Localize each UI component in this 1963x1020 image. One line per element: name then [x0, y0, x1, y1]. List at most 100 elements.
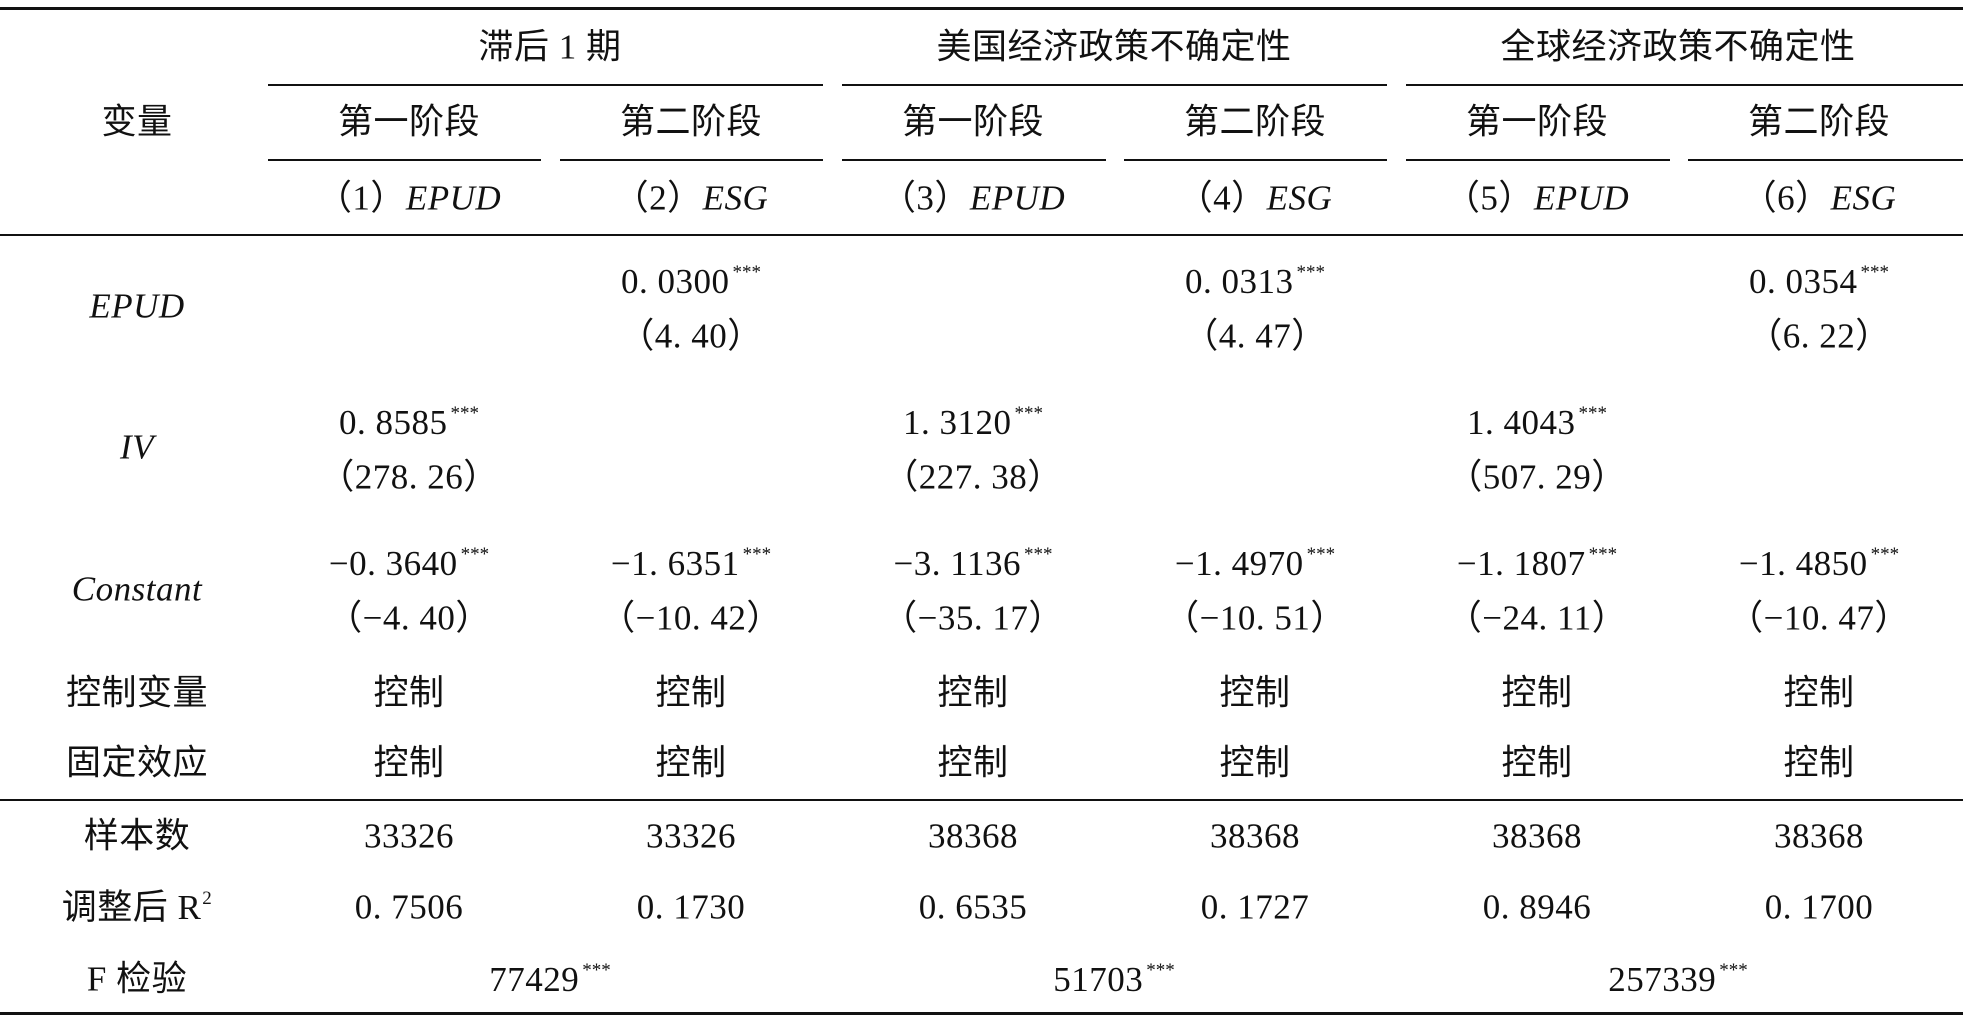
- stage-label: 第二阶段: [1183, 102, 1327, 142]
- significance-stars: ***: [742, 544, 772, 565]
- top-rule: [0, 7, 1963, 10]
- f-statistic: 51703 ***: [1053, 961, 1175, 997]
- row-label-controls: 控制变量: [65, 673, 209, 713]
- row-label-epud: EPUD: [89, 286, 185, 326]
- coef-value: 0. 8585: [339, 403, 448, 442]
- table-cell: 控制: [655, 673, 727, 713]
- t-statistic: （−35. 17）: [882, 598, 1064, 638]
- stage-label: 第一阶段: [1465, 102, 1609, 142]
- table-cell: 33326: [646, 816, 736, 856]
- stage-rule-4: [1124, 159, 1387, 161]
- column-number: （2）: [613, 178, 703, 218]
- row-label-adj-r2: 调整后 R2: [62, 889, 213, 925]
- significance-stars: ***: [460, 544, 490, 565]
- row-label-fixed-effects: 固定效应: [65, 743, 209, 783]
- f-value: 77429: [489, 960, 580, 999]
- significance-stars: ***: [1719, 960, 1748, 981]
- column-header: （6）ESG: [1742, 181, 1897, 216]
- coef-value: 1. 3120: [903, 403, 1012, 442]
- table-cell: 38368: [928, 816, 1018, 856]
- column-variable: EPUD: [969, 178, 1066, 218]
- coef-value: 1. 4043: [1467, 403, 1576, 442]
- coefficient: −1. 1807 ***: [1457, 545, 1617, 581]
- table-cell: 控制: [937, 743, 1009, 783]
- column-variable: EPUD: [1533, 178, 1630, 218]
- coef-value: 0. 0300: [621, 262, 730, 301]
- group-rule-3: [1406, 84, 1963, 86]
- column-variable: ESG: [1830, 178, 1897, 218]
- coef-value: −1. 4970: [1174, 544, 1304, 583]
- table-cell: 38368: [1774, 816, 1864, 856]
- stage-label: 第二阶段: [1747, 102, 1891, 142]
- coefficient: 1. 4043 ***: [1467, 404, 1607, 440]
- coefficient: −3. 1136 ***: [894, 545, 1053, 581]
- t-statistic: （4. 40）: [619, 316, 763, 356]
- table-cell: 控制: [1501, 673, 1573, 713]
- adj-r2-label-text: 调整后 R: [61, 888, 202, 927]
- table-cell: 控制: [1501, 743, 1573, 783]
- significance-stars: ***: [1306, 544, 1336, 565]
- coefficient: 0. 0300 ***: [621, 263, 761, 299]
- coefficient: −1. 4850 ***: [1739, 545, 1899, 581]
- t-statistic: （−10. 51）: [1164, 598, 1346, 638]
- stage-label: 第一阶段: [337, 102, 481, 142]
- coefficient: −0. 3640 ***: [329, 545, 489, 581]
- coef-value: −1. 1807: [1456, 544, 1586, 583]
- row-label-iv: IV: [119, 427, 155, 467]
- coef-value: −3. 1136: [893, 544, 1021, 583]
- stage-rule-3: [842, 159, 1106, 161]
- group-rule-1: [268, 84, 823, 86]
- f-statistic: 77429 ***: [489, 961, 611, 997]
- significance-stars: ***: [1296, 262, 1326, 283]
- column-header: （1）EPUD: [317, 181, 501, 216]
- group-title-us-epu: 美国经济政策不确定性: [936, 27, 1292, 67]
- stage-rule-5: [1406, 159, 1670, 161]
- f-value: 51703: [1053, 960, 1144, 999]
- table-cell: 0. 7506: [354, 887, 464, 927]
- column-header: （3）EPUD: [881, 181, 1065, 216]
- table-cell: 0. 6535: [918, 887, 1028, 927]
- significance-stars: ***: [1014, 403, 1044, 424]
- row-label-sample-size: 样本数: [83, 816, 191, 856]
- t-statistic: （507. 29）: [1447, 457, 1627, 497]
- significance-stars: ***: [1860, 262, 1890, 283]
- column-variable: EPUD: [405, 178, 502, 218]
- table-cell: 控制: [1783, 743, 1855, 783]
- table-cell: 0. 1730: [636, 887, 746, 927]
- column-number: （6）: [1741, 178, 1831, 218]
- t-statistic: （278. 26）: [319, 457, 499, 497]
- row-label-constant: Constant: [71, 569, 203, 609]
- table-cell: 0. 8946: [1482, 887, 1592, 927]
- stage-label: 第一阶段: [901, 102, 1045, 142]
- significance-stars: ***: [1023, 544, 1053, 565]
- table-cell: 控制: [1219, 743, 1291, 783]
- stage-rule-2: [560, 159, 823, 161]
- table-cell: 0. 1727: [1200, 887, 1310, 927]
- stage-rule-1: [268, 159, 541, 161]
- coef-value: −1. 6351: [610, 544, 740, 583]
- header-bottom-rule: [0, 234, 1963, 236]
- t-statistic: （−24. 11）: [1446, 598, 1628, 638]
- bottom-rule: [0, 1012, 1963, 1015]
- significance-stars: ***: [1588, 544, 1618, 565]
- superscript: 2: [202, 888, 213, 909]
- t-statistic: （−10. 42）: [600, 598, 782, 638]
- table-cell: 38368: [1210, 816, 1300, 856]
- coef-value: −0. 3640: [328, 544, 458, 583]
- t-statistic: （4. 47）: [1183, 316, 1327, 356]
- t-statistic: （−10. 47）: [1728, 598, 1910, 638]
- significance-stars: ***: [450, 403, 480, 424]
- t-statistic: （6. 22）: [1747, 316, 1891, 356]
- significance-stars: ***: [1578, 403, 1608, 424]
- t-statistic: （227. 38）: [883, 457, 1063, 497]
- coefficient: −1. 4970 ***: [1175, 545, 1335, 581]
- column-variable: ESG: [702, 178, 769, 218]
- column-number: （5）: [1444, 178, 1534, 218]
- t-statistic: （−4. 40）: [327, 598, 491, 638]
- stats-rule: [0, 799, 1963, 801]
- coef-value: −1. 4850: [1738, 544, 1868, 583]
- significance-stars: ***: [582, 960, 611, 981]
- column-number: （1）: [316, 178, 406, 218]
- significance-stars: ***: [1146, 960, 1175, 981]
